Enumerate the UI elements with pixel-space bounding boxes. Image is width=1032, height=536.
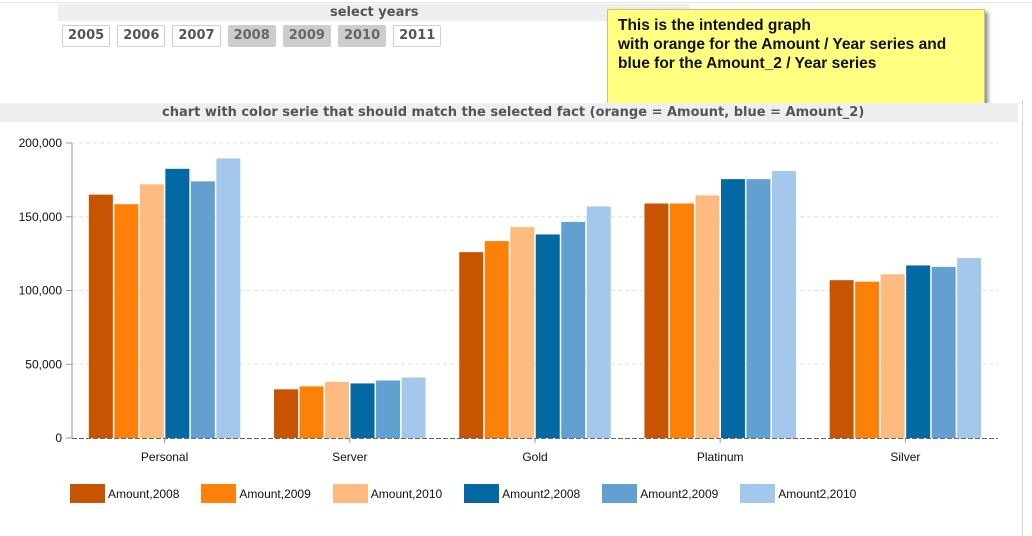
- legend-label: Amount2,2008: [502, 486, 581, 501]
- legend-label: Amount,2008: [108, 486, 180, 501]
- x-tick-label: Platinum: [697, 450, 744, 464]
- y-tick-label: 50,000: [25, 357, 62, 371]
- bar-platinum-amount2-2008[interactable]: [720, 179, 745, 438]
- chart-legend: Amount,2008 Amount,2009 Amount,2010 Amount2…: [70, 484, 878, 503]
- bar-gold-amount-2009[interactable]: [484, 241, 509, 438]
- bar-silver-amount-2009[interactable]: [855, 281, 880, 438]
- bar-gold-amount2-2008[interactable]: [535, 234, 560, 438]
- y-tick-label: 0: [55, 431, 62, 445]
- legend-item[interactable]: Amount,2008: [70, 484, 179, 503]
- legend-label: Amount,2009: [239, 486, 311, 501]
- y-tick-label: 100,000: [19, 284, 63, 298]
- bar-server-amount-2009[interactable]: [299, 386, 324, 438]
- note-line: blue for the Amount_2 / Year series: [618, 55, 877, 72]
- bar-silver-amount-2008[interactable]: [829, 280, 854, 438]
- bar-platinum-amount-2010[interactable]: [695, 195, 720, 438]
- bar-personal-amount-2008[interactable]: [88, 194, 113, 438]
- legend-item[interactable]: Amount2,2008: [464, 484, 580, 503]
- y-tick-label: 200,000: [19, 136, 63, 150]
- bar-personal-amount-2009[interactable]: [114, 204, 139, 438]
- chart-title: chart with color serie that should match…: [162, 105, 865, 120]
- bar-platinum-amount2-2009[interactable]: [746, 179, 771, 438]
- bar-personal-amount2-2009[interactable]: [190, 181, 215, 438]
- legend-swatch: [602, 484, 638, 503]
- y-tick-label: 150,000: [19, 210, 63, 224]
- bar-platinum-amount-2008[interactable]: [644, 203, 669, 438]
- note-line: This is the intended graph: [618, 17, 811, 34]
- year-button-2010[interactable]: 2010: [337, 25, 387, 47]
- bar-platinum-amount2-2010[interactable]: [771, 171, 796, 438]
- annotation-note: This is the intended graph with orange f…: [607, 9, 985, 109]
- x-tick-label: Server: [332, 450, 367, 464]
- legend-swatch: [740, 484, 776, 503]
- top-divider: [0, 2, 1032, 3]
- bar-platinum-amount-2009[interactable]: [669, 203, 694, 438]
- panel-border: [1022, 100, 1023, 536]
- year-selector-header: select years: [58, 4, 690, 21]
- x-tick-label: Silver: [890, 450, 920, 464]
- bar-gold-amount-2010[interactable]: [510, 227, 535, 438]
- legend-swatch: [70, 484, 105, 503]
- bar-silver-amount-2010[interactable]: [880, 274, 905, 438]
- bar-gold-amount-2008[interactable]: [459, 252, 484, 438]
- bar-server-amount2-2009[interactable]: [376, 380, 401, 438]
- legend-label: Amount,2010: [370, 486, 443, 501]
- year-button-2007[interactable]: 2007: [172, 25, 221, 47]
- year-button-2011[interactable]: 2011: [393, 25, 442, 47]
- bar-personal-amount2-2010[interactable]: [216, 158, 241, 439]
- legend-item[interactable]: Amount,2010: [332, 484, 443, 503]
- bar-chart: 0 50,000 100,000 150,000 200,000 Personal Serv…: [19, 136, 998, 464]
- legend-label: Amount2,2010: [778, 486, 857, 501]
- year-button-2005[interactable]: 2005: [62, 25, 111, 47]
- x-tick-label: Gold: [522, 450, 547, 464]
- legend-swatch: [464, 484, 500, 503]
- bar-server-amount2-2008[interactable]: [350, 383, 375, 438]
- bar-gold-amount2-2009[interactable]: [561, 221, 586, 438]
- bar-server-amount-2010[interactable]: [325, 381, 350, 438]
- legend-item[interactable]: Amount2,2010: [740, 484, 856, 503]
- bar-gold-amount2-2010[interactable]: [586, 206, 611, 438]
- bar-personal-amount-2010[interactable]: [139, 184, 164, 438]
- chart-header: chart with color serie that should match…: [0, 103, 1018, 122]
- year-button-group: 2005 2006 2007 2008 2009 2010 2011: [62, 25, 442, 47]
- legend-item[interactable]: Amount2,2009: [602, 484, 718, 503]
- bar-silver-amount2-2009[interactable]: [931, 266, 956, 438]
- bar-personal-amount2-2008[interactable]: [165, 168, 190, 438]
- year-selector-title: select years: [330, 5, 419, 20]
- year-button-2009[interactable]: 2009: [282, 25, 331, 47]
- year-button-2006[interactable]: 2006: [117, 25, 166, 47]
- bar-server-amount-2008[interactable]: [274, 389, 299, 438]
- legend-swatch: [201, 484, 237, 503]
- bar-silver-amount2-2008[interactable]: [906, 265, 931, 438]
- year-button-2008[interactable]: 2008: [227, 25, 276, 47]
- legend-label: Amount2,2009: [640, 486, 719, 501]
- legend-swatch: [332, 484, 368, 503]
- note-line: with orange for the Amount / Year series…: [618, 36, 947, 53]
- legend-item[interactable]: Amount,2009: [201, 484, 311, 503]
- x-tick-label: Personal: [141, 450, 188, 464]
- bar-silver-amount2-2010[interactable]: [957, 258, 982, 438]
- bar-server-amount2-2010[interactable]: [401, 377, 426, 438]
